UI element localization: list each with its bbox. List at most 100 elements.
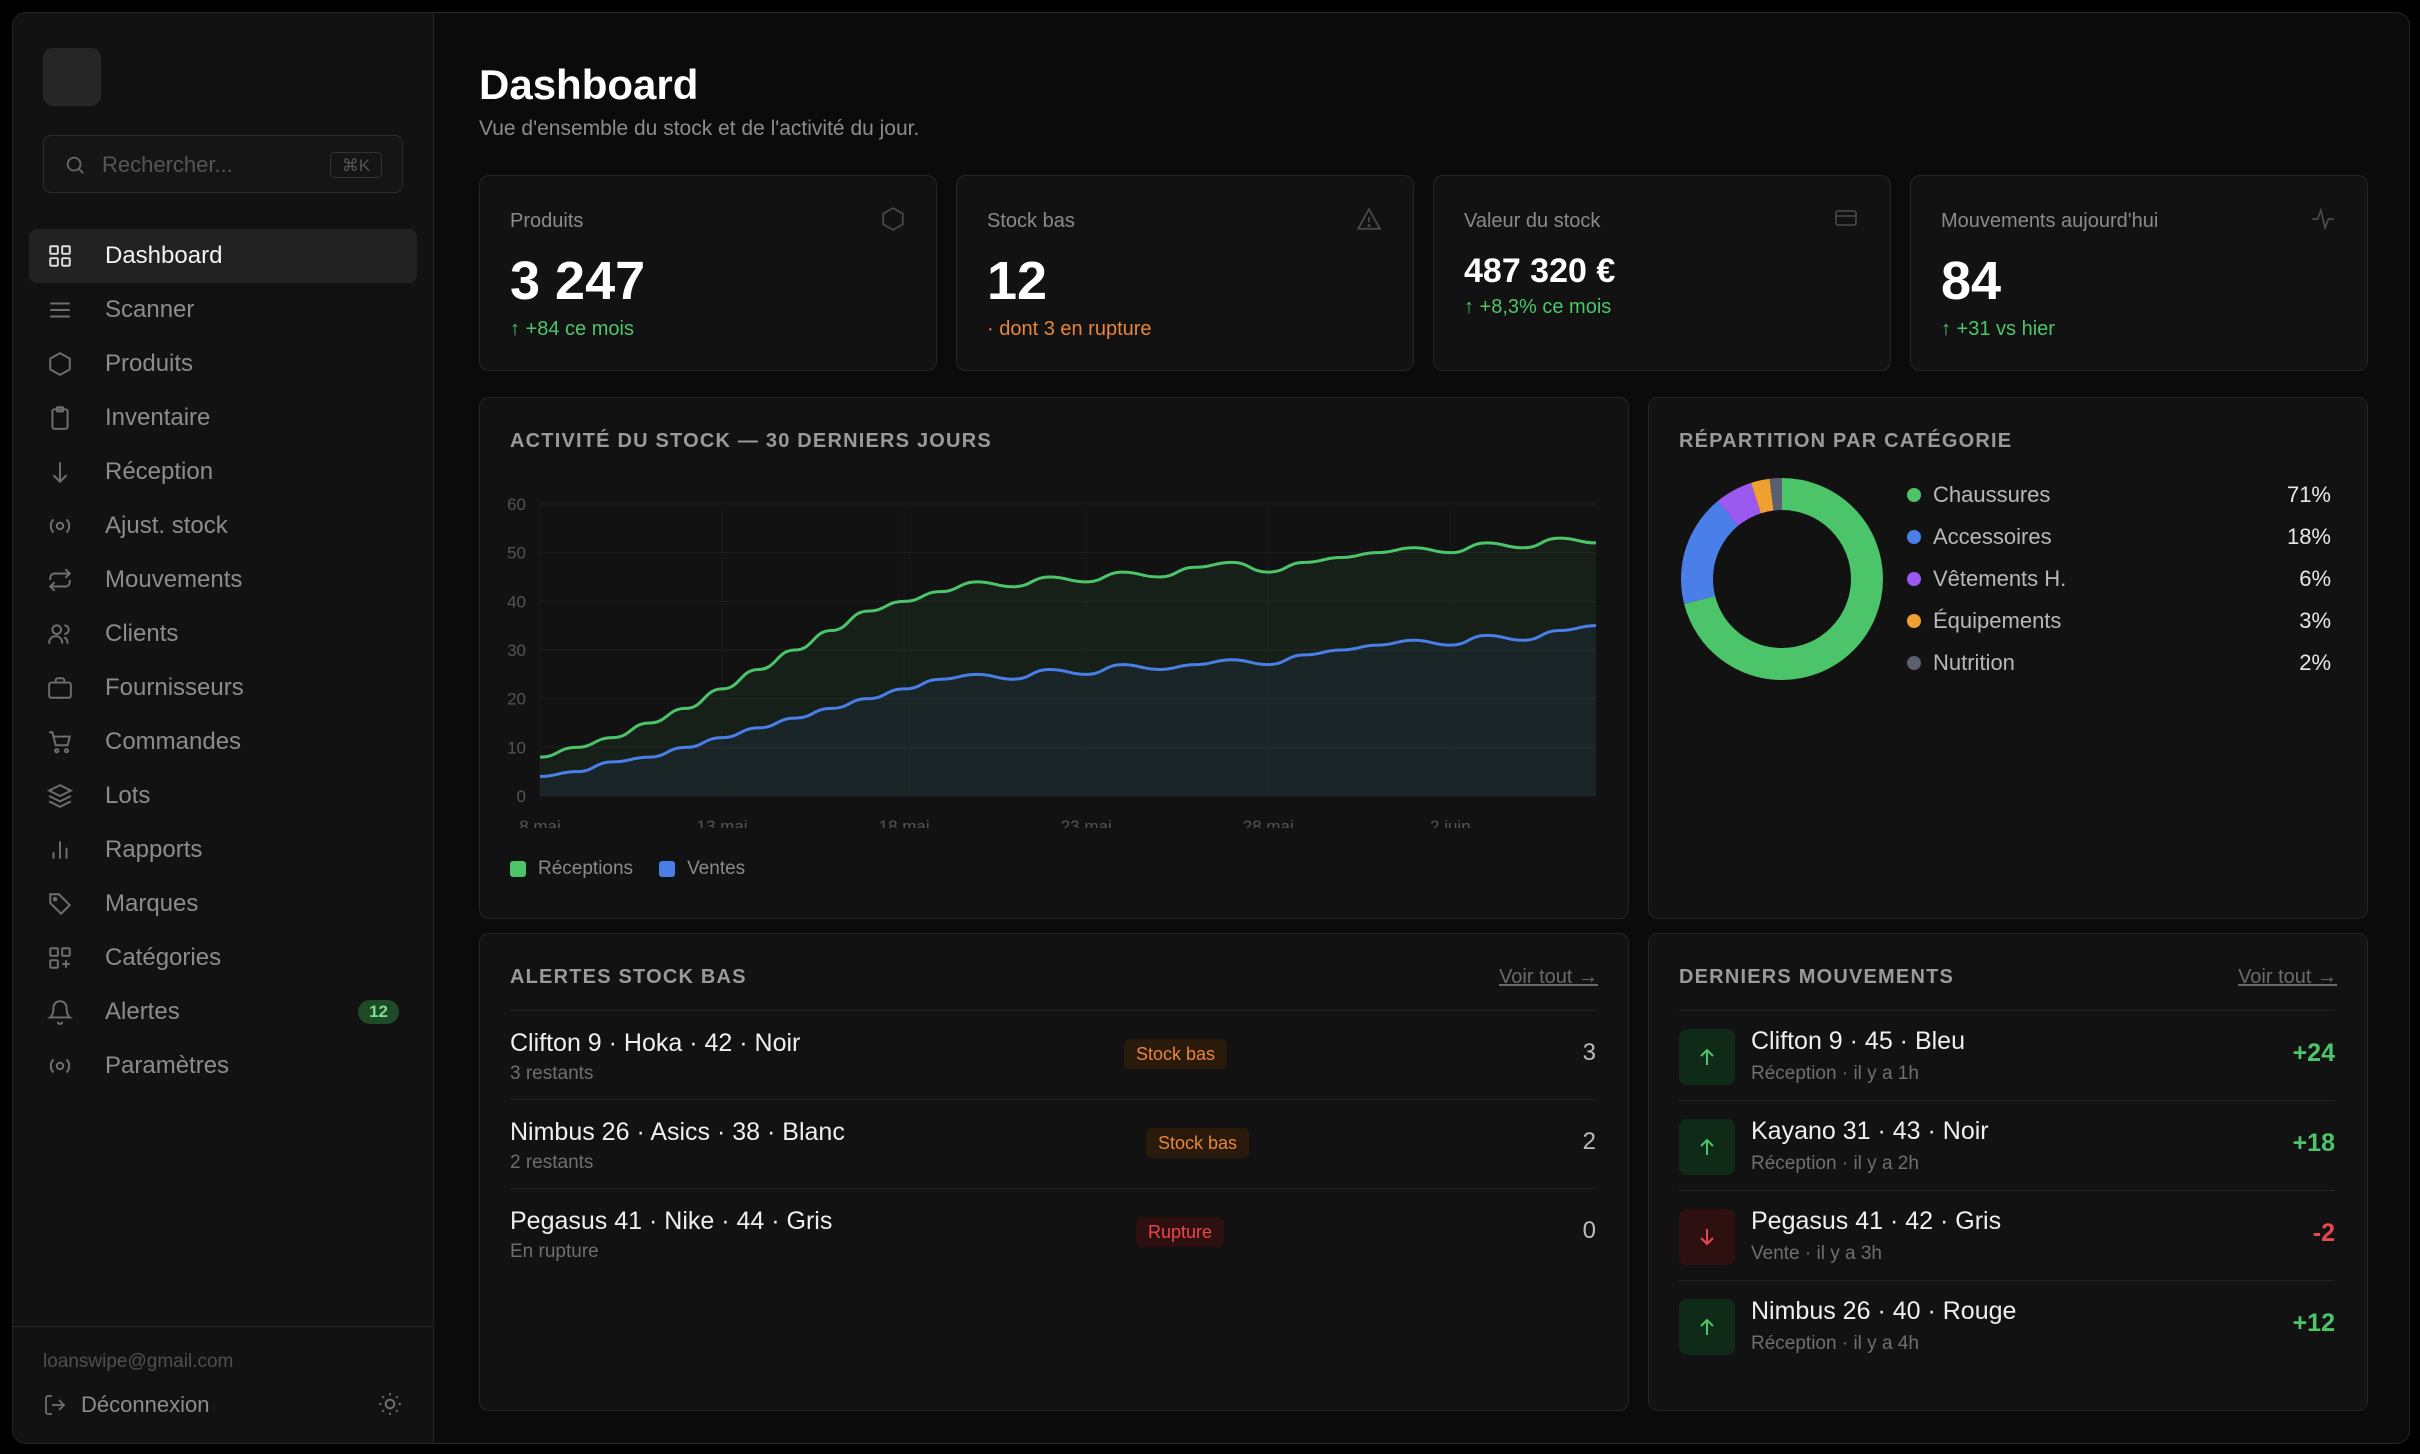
legend-row-vetements: Vêtements H. 6% <box>1907 560 2331 600</box>
y-tick-label: 10 <box>507 738 526 757</box>
sidebar-item-reception[interactable]: Réception <box>29 445 417 499</box>
page-title: Dashboard <box>479 61 699 108</box>
logout-button[interactable]: Déconnexion <box>43 1389 209 1421</box>
settings-icon <box>49 1058 71 1074</box>
sidebar-item-inventaire[interactable]: Inventaire <box>29 391 417 445</box>
stat-value: 84 <box>1941 251 2002 311</box>
category-name: Nutrition <box>1933 650 2015 675</box>
sidebar-item-fournisseurs[interactable]: Fournisseurs <box>29 661 417 715</box>
move-product: Nimbus 26 · 40 · Rouge <box>1751 1297 2017 1325</box>
legend-dot <box>1907 488 1921 502</box>
move-sub: Réception · il y a 2h <box>1751 1153 1919 1174</box>
alert-row[interactable]: Clifton 9 · Hoka · 42 · Noir 3 restants … <box>510 1010 1596 1100</box>
category-pct: 6% <box>2299 566 2331 591</box>
stat-delta: ↑ +31 vs hier <box>1941 318 2055 340</box>
adjust-icon <box>49 518 71 534</box>
arrow-down-icon <box>52 462 68 484</box>
sidebar-item-categories[interactable]: Catégories <box>29 931 417 985</box>
sidebar-item-label: Dashboard <box>105 242 223 269</box>
series-area-receptions <box>540 538 1596 796</box>
move-row[interactable]: Nimbus 26 · 40 · Rouge Réception · il y … <box>1679 1280 2335 1371</box>
sidebar-item-dashboard[interactable]: Dashboard <box>29 229 417 283</box>
arrow-up-icon <box>1700 1048 1714 1065</box>
sidebar-item-ajust-stock[interactable]: Ajust. stock <box>29 499 417 553</box>
stat-label: Valeur du stock <box>1464 210 1601 232</box>
donut-slice-nutrition <box>1681 478 1883 680</box>
category-title: RÉPARTITION PAR CATÉGORIE <box>1679 430 2013 452</box>
move-row[interactable]: Pegasus 41 · 42 · Gris Vente · il y a 3h… <box>1679 1190 2335 1281</box>
app-logo[interactable] <box>43 48 101 106</box>
sidebar-item-label: Ajust. stock <box>105 512 228 539</box>
alert-row[interactable]: Nimbus 26 · Asics · 38 · Blanc 2 restant… <box>510 1099 1596 1189</box>
sidebar-item-label: Fournisseurs <box>105 674 244 701</box>
alerts-see-all-link[interactable]: Voir tout → <box>1499 966 1598 988</box>
alert-row[interactable]: Pegasus 41 · Nike · 44 · Gris En rupture… <box>510 1188 1596 1278</box>
activity-chart: 0 10 20 30 40 50 60 8 mai 13 mai 18 mai 23 mai 28 m… <box>507 495 1597 828</box>
stat-delta: ↑ +84 ce mois <box>510 318 634 340</box>
sidebar-item-label: Mouvements <box>105 566 243 593</box>
status-badge: Stock bas <box>1124 1039 1228 1069</box>
move-direction <box>1679 1299 1735 1355</box>
arrow-up-icon <box>1700 1318 1714 1335</box>
y-tick-label: 30 <box>507 641 526 660</box>
alert-product: Nimbus 26 · Asics · 38 · Blanc <box>510 1118 845 1146</box>
search-input[interactable]: Rechercher... <box>102 152 233 177</box>
legend-label-receptions: Réceptions <box>538 858 634 879</box>
status-badge: Rupture <box>1136 1217 1225 1247</box>
stat-card-produits: Produits 3 247 ↑ +84 ce mois <box>479 175 937 371</box>
sidebar-item-label: Produits <box>105 350 194 377</box>
alert-sub: En rupture <box>510 1241 599 1262</box>
alert-qty: 0 <box>1582 1217 1596 1244</box>
y-tick-label: 60 <box>507 495 526 514</box>
alert-product: Clifton 9 · Hoka · 42 · Noir <box>510 1029 801 1057</box>
legend-row-equipements: Équipements 3% <box>1907 602 2331 642</box>
sidebar-item-lots[interactable]: Lots <box>29 769 417 823</box>
move-qty: -2 <box>2312 1219 2335 1247</box>
sidebar-item-label: Clients <box>105 620 179 647</box>
clipboard-icon <box>51 406 69 430</box>
sidebar-item-parametres[interactable]: Paramètres <box>29 1039 417 1093</box>
move-direction <box>1679 1029 1735 1085</box>
search-icon <box>66 156 84 174</box>
sidebar-item-scanner[interactable]: Scanner <box>29 283 417 337</box>
search-box[interactable]: Rechercher... ⌘K <box>43 135 403 193</box>
bell-icon <box>47 1000 73 1025</box>
sidebar-item-clients[interactable]: Clients <box>29 607 417 661</box>
sidebar-item-produits[interactable]: Produits <box>29 337 417 391</box>
grid-icon <box>49 245 71 267</box>
warning-triangle-icon <box>1356 207 1382 230</box>
stat-card-stock-bas: Stock bas 12 · dont 3 en rupture <box>956 175 1414 371</box>
sidebar-item-label: Scanner <box>105 296 195 323</box>
chart-legend: Réceptions Ventes <box>510 858 771 880</box>
sidebar-item-mouvements[interactable]: Mouvements <box>29 553 417 607</box>
stat-label: Mouvements aujourd'hui <box>1941 210 2159 232</box>
theme-toggle-sun-icon[interactable] <box>377 1391 403 1417</box>
legend-row-chaussures: Chaussures 71% <box>1907 476 2331 516</box>
sidebar-item-label: Lots <box>105 782 151 809</box>
x-tick-label: 13 mai <box>697 817 748 828</box>
series-line-ventes <box>539 624 1597 779</box>
stat-card-mouvements: Mouvements aujourd'hui 84 ↑ +31 vs hier <box>1910 175 2368 371</box>
alert-count-badge: 12 <box>358 1000 399 1024</box>
moves-see-all-link[interactable]: Voir tout → <box>2238 966 2337 988</box>
sidebar-item-alertes[interactable]: Alertes 12 <box>29 985 417 1039</box>
alert-sub: 3 restants <box>510 1063 594 1084</box>
hexagon-icon <box>882 207 904 231</box>
sidebar-item-label: Alertes <box>105 998 180 1025</box>
alert-sub: 2 restants <box>510 1152 594 1173</box>
activity-icon <box>2312 207 2334 231</box>
y-tick-label: 0 <box>517 787 526 806</box>
move-row[interactable]: Clifton 9 · 45 · Bleu Réception · il y a… <box>1679 1010 2335 1101</box>
sidebar-item-commandes[interactable]: Commandes <box>29 715 417 769</box>
y-tick-label: 50 <box>507 544 526 563</box>
briefcase-icon <box>48 677 72 699</box>
move-row[interactable]: Kayano 31 · 43 · Noir Réception · il y a… <box>1679 1100 2335 1191</box>
stat-value: 3 247 <box>510 251 646 311</box>
category-name: Accessoires <box>1933 524 2052 549</box>
logout-label: Déconnexion <box>81 1392 210 1417</box>
stat-label: Produits <box>510 210 584 232</box>
category-name: Vêtements H. <box>1933 566 2067 591</box>
sidebar-item-marques[interactable]: Marques <box>29 877 417 931</box>
scan-lines-icon <box>50 302 70 318</box>
sidebar-item-rapports[interactable]: Rapports <box>29 823 417 877</box>
